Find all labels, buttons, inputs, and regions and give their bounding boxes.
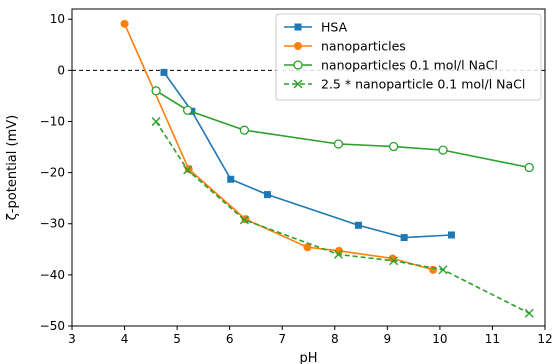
data-point	[182, 105, 193, 115]
data-point	[183, 165, 193, 175]
legend-label: HSA	[321, 20, 348, 35]
data-point	[239, 215, 249, 225]
series-line	[155, 121, 530, 314]
x-marker-stroke	[389, 256, 399, 266]
x-marker-stroke	[183, 165, 193, 175]
series-2-5-nanoparticle-0-1-mol-l-nacl	[151, 116, 534, 318]
y-tick-label: −30	[40, 217, 65, 231]
x-tick-label: 12	[537, 332, 552, 346]
axis-ticks: 3 4 5 6 7 8 9 10 11 12 10 0 −10 −20 −30 −40 −50	[40, 12, 553, 346]
legend-label: nanoparticles	[321, 39, 406, 54]
x-marker-stroke	[293, 79, 303, 89]
data-point	[389, 256, 399, 266]
legend-item-hsa: HSA	[284, 20, 348, 35]
legend: HSA nanoparticles nanoparticles 0.1 mol/l …	[275, 13, 542, 101]
legend-marker	[294, 23, 302, 31]
x-tick-label: 3	[68, 332, 76, 346]
legend-label: nanoparticles 0.1 mol/l NaCl	[321, 58, 498, 73]
series-line	[155, 90, 530, 169]
y-axis-label: ζ-potential (mV)	[5, 115, 20, 220]
data-point	[524, 308, 534, 318]
x-tick-label: 8	[331, 332, 339, 346]
data-point	[333, 139, 344, 149]
x-tick-label: 4	[121, 332, 129, 346]
data-point	[160, 68, 168, 76]
x-tick-label: 10	[432, 332, 447, 346]
data-point	[438, 145, 448, 155]
data-point	[388, 141, 399, 152]
data-point	[429, 265, 438, 274]
y-tick-label: −10	[40, 114, 65, 128]
data-point	[239, 125, 250, 135]
data-point	[264, 191, 272, 199]
legend-marker	[293, 60, 303, 70]
y-tick-label: 0	[57, 63, 65, 77]
data-point	[447, 231, 455, 239]
data-point	[524, 162, 534, 173]
legend-label: 2.5 * nanoparticle 0.1 mol/l NaCl	[321, 77, 525, 92]
x-tick-label: 11	[485, 332, 500, 346]
x-axis-label: pH	[299, 351, 317, 364]
x-marker-stroke	[151, 116, 161, 126]
y-tick-label: 10	[50, 12, 65, 26]
legend-item-nanoparticles: nanoparticles	[284, 39, 406, 54]
legend-marker	[294, 42, 302, 50]
legend-box	[275, 13, 542, 101]
data-point	[120, 19, 129, 28]
legend-item-2-5-nanoparticle-0-1-mol-l-nacl: 2.5 * nanoparticle 0.1 mol/l NaCl	[284, 77, 525, 92]
data-point	[333, 249, 343, 259]
data-point	[438, 265, 448, 275]
x-tick-label: 9	[384, 332, 392, 346]
data-point	[151, 116, 161, 126]
legend-marker	[293, 79, 303, 89]
data-point	[303, 243, 312, 252]
plot-area-frame	[71, 8, 546, 327]
y-tick-label: −40	[40, 268, 65, 282]
series-layer	[120, 19, 534, 318]
x-marker-stroke	[239, 215, 249, 225]
x-tick-label: 6	[226, 332, 234, 346]
x-tick-label: 7	[278, 332, 286, 346]
x-tick-label: 5	[173, 332, 181, 346]
legend-item-nanoparticles-0-1-mol-l-nacl: nanoparticles 0.1 mol/l NaCl	[284, 58, 498, 73]
data-point	[354, 221, 362, 229]
data-point	[227, 175, 235, 183]
data-point	[151, 86, 161, 96]
x-marker-stroke	[438, 265, 448, 275]
x-marker-stroke	[524, 308, 534, 318]
y-tick-label: −20	[40, 166, 65, 180]
data-point	[400, 234, 408, 242]
y-tick-label: −50	[40, 319, 65, 333]
series-nanoparticles-0-1-mol-l-nacl	[151, 86, 534, 173]
x-marker-stroke	[333, 249, 343, 259]
